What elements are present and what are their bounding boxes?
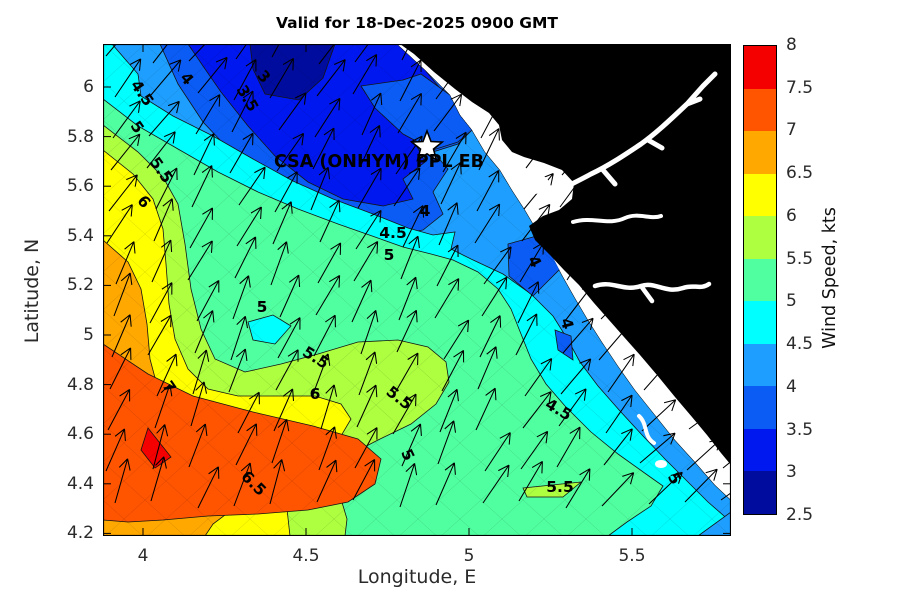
colorbar-tick-label: 3.5 [786,419,814,440]
colorbar-band [744,46,776,89]
contour-label: 4.5 [379,224,406,242]
contour-label: 5.5 [546,478,573,496]
y-tick-label: 5 [83,325,94,345]
colorbar-tick-label: 4.5 [786,334,814,355]
chart-title: Valid for 18-Dec-2025 0900 GMT [276,14,558,32]
contour-label: 5 [384,246,395,264]
colorbar-label: Wind Speed, kts [820,207,840,349]
x-tick-label: 5.5 [618,546,646,566]
river [592,281,712,304]
colorbar-band [744,343,776,387]
colorbar-band [744,258,776,302]
x-tick-label: 4 [137,546,149,566]
colorbar-tick-label: 6 [786,205,797,226]
colorbar-band [744,173,776,217]
axes-box [103,44,731,536]
y-tick-label: 5.6 [66,176,94,197]
colorbar-tick-label: 6.5 [786,163,814,184]
colorbar-tick-label: 7.5 [786,77,814,98]
x-tick-label: 4.5 [292,546,320,566]
colorbar-band [744,216,776,259]
x-tick-label: 5 [463,546,475,566]
river [532,71,718,209]
colorbar [743,45,777,515]
colorbar-tick-label: 8 [786,35,797,55]
colorbar-tick-label: 2.5 [786,505,814,525]
y-tick-label: 4.4 [66,473,94,494]
river [571,213,663,224]
y-tick-label: 4.8 [66,374,94,395]
sea-contour-field [103,44,731,536]
colorbar-band [744,301,776,344]
y-axis-label: Latitude, N [21,238,43,344]
contour-label: 4 [420,202,431,220]
y-tick-label: 5.8 [66,126,94,147]
y-tick-label: 4.2 [66,523,94,544]
colorbar-tick-label: 4 [786,376,797,397]
colorbar-tick-label: 7 [786,120,797,141]
contour-label: 6 [310,385,321,403]
y-tick-label: 4.6 [66,424,94,445]
lagoon [655,460,667,468]
river [637,414,656,445]
contour-label: 4 [557,316,577,331]
y-tick-label: 5.4 [66,225,94,246]
y-tick-label: 5.2 [66,275,94,296]
colorbar-band [744,131,776,174]
colorbar-band [744,471,776,515]
colorbar-tick-label: 5.5 [786,248,814,269]
land-mass [400,44,731,468]
colorbar-tick-label: 3 [786,462,797,483]
colorbar-tick-label: 5 [786,291,797,312]
colorbar-band [744,88,776,132]
colorbar-band [744,386,776,429]
site-label: CSA (ONHYM) PPL EB [274,152,484,172]
contour-label: 5 [257,298,268,316]
estuary-bay [521,175,549,195]
colorbar-band [744,428,776,472]
x-axis-label: Longitude, E [357,566,477,588]
triangulation-mesh [103,44,731,536]
axis-tick-marks [103,44,731,536]
site-star-marker [409,128,445,162]
y-tick-label: 6 [83,77,94,97]
